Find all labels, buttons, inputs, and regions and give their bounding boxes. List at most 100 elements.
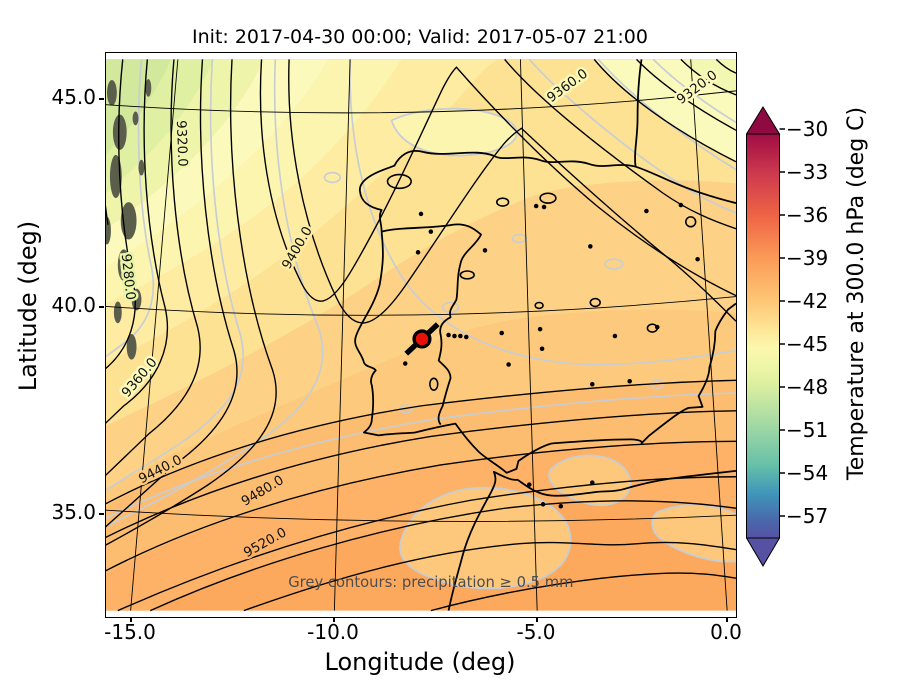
colorbar-svg — [745, 106, 785, 567]
x-tick-mark — [333, 617, 335, 622]
graticule-line — [130, 59, 179, 611]
stipple-blob — [117, 249, 130, 281]
x-tick-mark — [726, 617, 728, 622]
colorbar-tick-label: −54 — [786, 461, 829, 485]
colorbar-tick-label: −57 — [786, 504, 829, 528]
x-tick-mark — [130, 617, 132, 622]
city-dot — [539, 346, 545, 352]
colorbar-gradient — [746, 133, 780, 539]
geopotential-contour — [680, 58, 736, 96]
geopotential-contour — [288, 59, 736, 324]
city-dot — [482, 248, 488, 253]
geopotential-contour — [106, 59, 136, 370]
city-dot — [558, 504, 564, 509]
geopotential-contour — [636, 58, 736, 131]
city-dot — [644, 208, 649, 214]
y-tick-mark — [99, 513, 104, 515]
geopotential-contour — [106, 59, 169, 424]
geopotential-contour — [106, 59, 201, 476]
graticule-line — [106, 90, 736, 114]
figure-title: Init: 2017-04-30 00:00; Valid: 2017-05-0… — [192, 26, 648, 48]
y-tick-mark — [99, 306, 104, 308]
city-dot — [627, 379, 632, 384]
city-dot — [678, 202, 684, 208]
x-tick-mark — [536, 617, 538, 622]
city-dot — [537, 326, 543, 332]
lake-outline — [429, 377, 439, 391]
colorbar-tick-label: −36 — [786, 203, 829, 227]
city-dot — [654, 324, 660, 330]
city-dot — [527, 482, 532, 487]
geopotential-contour — [593, 58, 736, 163]
map-svg: 9280.09320.09360.09400.09440.09480.09520… — [106, 58, 736, 612]
lake-outline — [685, 216, 697, 228]
red-location-marker — [412, 329, 432, 349]
coastline — [635, 165, 736, 204]
geopotential-contour — [117, 476, 736, 612]
colorbar — [745, 106, 786, 572]
x-tick-label: -5.0 — [516, 620, 556, 644]
geopotential-contour — [259, 59, 736, 302]
city-dot — [428, 229, 434, 234]
coastline — [354, 59, 736, 474]
geopotential-contour — [106, 410, 736, 539]
y-tick-label: 45.0 — [51, 85, 96, 109]
stipple-blob — [112, 114, 127, 150]
stipple-blob — [132, 111, 139, 126]
geopotential-contour — [504, 58, 736, 230]
city-dot — [415, 250, 421, 255]
stipple-blob — [106, 80, 117, 106]
colorbar-over-arrow — [745, 106, 781, 135]
city-dot — [446, 332, 451, 338]
geopotential-contour — [106, 59, 238, 528]
colorbar-tick-label: −33 — [786, 160, 829, 184]
lake-outline — [589, 297, 601, 308]
coastline — [447, 469, 736, 611]
x-tick-label: -10.0 — [307, 620, 359, 644]
y-tick-mark — [99, 98, 104, 100]
colorbar-tick-label: −42 — [786, 289, 829, 313]
coastline — [381, 223, 482, 426]
stipple-blob — [113, 301, 122, 324]
plot-area: 9280.0 9320.0 9360.0 9400.0 9440.0 9480.0 9520… — [105, 52, 737, 618]
graticule-line — [333, 59, 351, 611]
city-dot — [533, 203, 539, 209]
stipple-blob — [138, 159, 145, 176]
city-dot — [458, 333, 463, 339]
city-dot — [590, 381, 595, 387]
city-dot — [540, 502, 546, 507]
graticule-line — [106, 296, 736, 316]
city-dot — [695, 256, 700, 262]
precip-annotation: Grey contours: precipitation ≥ 0.5 mm — [288, 574, 573, 591]
lake-outline — [539, 192, 557, 204]
city-dot — [499, 330, 504, 336]
x-axis-label: Longitude (deg) — [324, 648, 516, 676]
lake-outline — [496, 197, 510, 207]
geopotential-contour — [715, 58, 736, 74]
geopotential-contour — [430, 572, 736, 612]
city-dot — [612, 333, 618, 339]
geopotential-contour — [243, 541, 736, 612]
y-tick-label: 40.0 — [51, 293, 96, 317]
colorbar-tick-label: −30 — [786, 117, 829, 141]
stipple-blob — [131, 288, 142, 311]
lake-outline — [534, 301, 544, 310]
x-tick-label: -15.0 — [104, 620, 156, 644]
stipple-blob — [126, 334, 137, 360]
colorbar-label: Temperature at 300.0 hPa (deg C) — [844, 106, 869, 480]
city-dot — [452, 333, 457, 339]
stipple-blob — [145, 79, 152, 97]
colorbar-tick-label: −48 — [786, 375, 829, 399]
city-dot — [464, 334, 469, 340]
y-tick-label: 35.0 — [51, 500, 96, 524]
graticule-line — [519, 59, 538, 611]
city-dot — [402, 361, 408, 366]
city-dot — [541, 204, 547, 210]
colorbar-tick-label: −39 — [786, 246, 829, 270]
city-dot — [506, 362, 511, 367]
colorbar-tick-label: −45 — [786, 332, 829, 356]
colorbar-under-arrow — [745, 537, 781, 567]
graticule-line — [106, 509, 736, 522]
geopotential-contour — [150, 500, 736, 612]
